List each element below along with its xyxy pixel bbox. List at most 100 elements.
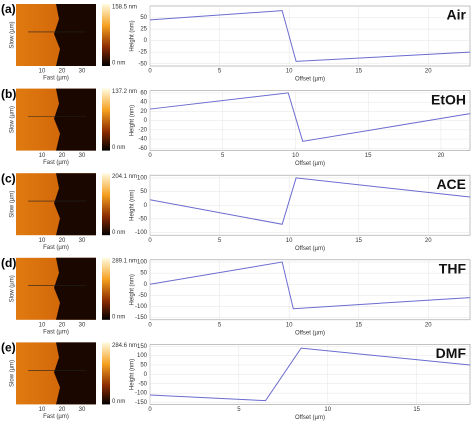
y-tick-label: 50 [140, 189, 147, 195]
x-tick-label: 20 [425, 238, 432, 244]
y-axis-label: Height (nm) [130, 359, 136, 390]
image-tick-label: 30 [79, 153, 86, 159]
y-tick-label: -100 [135, 391, 148, 397]
y-tick-label: -50 [138, 381, 147, 387]
y-axis-label: Height (nm) [130, 20, 136, 51]
y-tick-label: -50 [138, 293, 147, 299]
colorbar [102, 257, 110, 320]
x-tick-label: 0 [148, 322, 152, 328]
colorbar-max: 289.1 nm [112, 258, 137, 264]
x-axis-label: Offset (µm) [295, 77, 325, 83]
y-tick-label: 100 [137, 353, 148, 359]
x-tick-label: 10 [286, 322, 293, 328]
image-y-label: Slow (µm) [10, 106, 16, 133]
panel-label: (e) [1, 341, 16, 355]
y-tick-label: 25 [140, 27, 147, 33]
y-tick-label: 0 [144, 38, 148, 44]
image-tick-label: 10 [39, 69, 46, 75]
y-tick-label: 20 [140, 109, 147, 115]
y-tick-label: -60 [138, 146, 147, 152]
image-x-label: Fast (µm) [43, 414, 69, 420]
image-tick-label: 20 [59, 322, 66, 328]
image-x-label: Fast (µm) [43, 76, 69, 82]
image-tick-label: 10 [39, 153, 46, 159]
y-tick-label: -100 [135, 230, 148, 236]
colorbar-min: 0 nm [112, 314, 125, 320]
y-tick-label: -25 [138, 50, 147, 56]
image-tick-label: 10 [39, 322, 46, 328]
y-tick-label: 50 [140, 271, 147, 277]
y-tick-label: 0 [144, 282, 148, 288]
x-tick-label: 0 [148, 153, 152, 159]
chart-title: Air [447, 7, 467, 23]
x-tick-label: 10 [292, 153, 299, 159]
image-tick-label: 10 [39, 407, 46, 413]
colorbar-max: 204.1 nm [112, 174, 137, 180]
x-tick-label: 10 [286, 238, 293, 244]
y-tick-label: 0 [144, 372, 148, 378]
y-tick-label: 100 [137, 176, 148, 182]
y-tick-label: -50 [138, 61, 147, 67]
x-axis-label: Offset (µm) [295, 161, 325, 167]
image-tick-label: 30 [79, 238, 86, 244]
colorbar-min: 0 nm [112, 61, 125, 67]
x-tick-label: 15 [413, 407, 420, 413]
x-tick-label: 20 [425, 322, 432, 328]
image-y-label: Slow (µm) [10, 191, 16, 218]
x-tick-label: 0 [148, 407, 152, 413]
colorbar-min: 0 nm [112, 145, 125, 151]
x-tick-label: 15 [365, 153, 372, 159]
panel-label: (a) [1, 2, 16, 16]
image-tick-label: 20 [59, 407, 66, 413]
x-tick-label: 20 [425, 69, 432, 75]
data-line [149, 177, 471, 225]
y-tick-label: -20 [138, 127, 147, 133]
data-line [149, 92, 471, 142]
x-tick-label: 5 [218, 322, 222, 328]
y-axis-label: Height (nm) [130, 274, 136, 305]
x-tick-label: 5 [221, 153, 225, 159]
image-tick-label: 20 [59, 69, 66, 75]
image-tick-label: 20 [59, 238, 66, 244]
chart-title: DMF [436, 345, 467, 361]
image-x-label: Fast (µm) [43, 245, 69, 251]
panel-label: (d) [1, 256, 16, 270]
y-tick-label: 40 [140, 100, 147, 106]
afm-dark-region [54, 4, 96, 66]
afm-dark-region [54, 342, 96, 405]
x-tick-label: 0 [148, 238, 152, 244]
x-tick-label: 15 [355, 69, 362, 75]
y-tick-label: 100 [137, 260, 148, 266]
image-y-label: Slow (µm) [10, 360, 16, 387]
y-tick-label: -150 [135, 315, 148, 321]
plot-frame [149, 259, 471, 321]
x-axis-label: Offset (µm) [295, 330, 325, 336]
y-tick-label: 150 [137, 344, 148, 350]
x-tick-label: 20 [438, 153, 445, 159]
image-tick-label: 10 [39, 238, 46, 244]
chart-title: THF [439, 261, 467, 277]
x-tick-label: 10 [286, 69, 293, 75]
colorbar-max: 284.6 nm [112, 343, 137, 349]
colorbar [102, 173, 110, 236]
panel-label: (b) [1, 87, 16, 101]
x-tick-label: 5 [218, 238, 222, 244]
x-axis-label: Offset (µm) [295, 415, 325, 421]
afm-dark-region [54, 173, 96, 236]
y-tick-label: -50 [138, 216, 147, 222]
data-line [149, 347, 471, 402]
data-line [149, 10, 471, 62]
image-tick-label: 30 [79, 322, 86, 328]
chart-title: ACE [436, 176, 466, 192]
y-tick-label: -100 [135, 304, 148, 310]
data-line [149, 261, 471, 310]
afm-dark-region [54, 88, 96, 151]
x-axis-label: Offset (µm) [295, 246, 325, 252]
image-tick-label: 20 [59, 153, 66, 159]
image-tick-label: 30 [79, 69, 86, 75]
image-x-label: Fast (µm) [43, 160, 69, 166]
x-tick-label: 15 [355, 238, 362, 244]
image-y-label: Slow (µm) [10, 21, 16, 48]
y-tick-label: 60 [140, 90, 147, 96]
y-tick-label: 50 [140, 15, 147, 21]
